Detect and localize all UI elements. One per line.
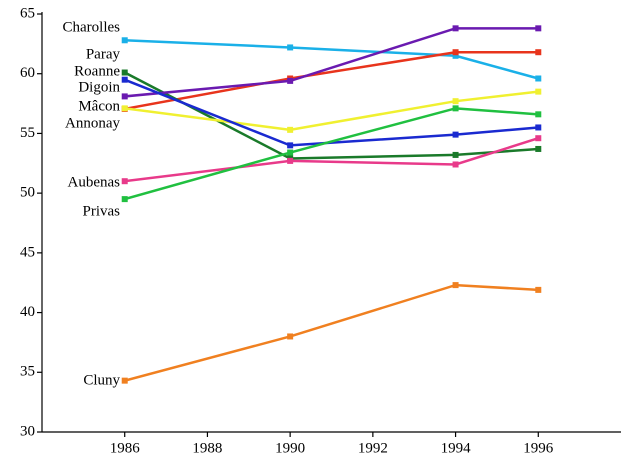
point: [287, 77, 294, 84]
point: [452, 98, 459, 105]
series-label: Aubenas: [68, 174, 121, 190]
point: [535, 145, 542, 152]
x-tick-label: 1986: [110, 440, 141, 456]
point: [287, 157, 294, 164]
point: [452, 131, 459, 138]
series-label: Mâcon: [78, 98, 120, 114]
series-label: Paray: [86, 46, 121, 62]
y-tick-label: 50: [20, 185, 35, 201]
point: [535, 111, 542, 118]
series-label: Roanne: [74, 63, 120, 79]
point: [452, 161, 459, 168]
point: [535, 88, 542, 95]
x-tick-label: 1988: [192, 440, 222, 456]
point: [452, 49, 459, 56]
y-tick-label: 30: [20, 423, 35, 439]
point: [121, 69, 128, 76]
series-line: [124, 90, 539, 132]
point: [535, 286, 542, 293]
x-tick-label: 1996: [523, 440, 554, 456]
series-label: Annonay: [65, 115, 120, 131]
point: [452, 105, 459, 112]
point: [287, 149, 294, 156]
series-line: [124, 107, 539, 201]
series-line: [124, 39, 539, 80]
point: [121, 105, 128, 112]
x-tick-label: 1992: [358, 440, 388, 456]
y-tick-label: 35: [20, 364, 35, 380]
point: [535, 135, 542, 142]
series-label: Charolles: [63, 19, 121, 35]
point: [121, 93, 128, 100]
series-line: [124, 50, 539, 111]
x-tick-label: 1994: [441, 440, 472, 456]
point: [535, 25, 542, 32]
point: [121, 196, 128, 203]
point: [287, 142, 294, 149]
point: [287, 44, 294, 51]
point: [452, 52, 459, 59]
y-tick-label: 60: [20, 65, 35, 81]
point: [535, 124, 542, 131]
series-label: Cluny: [83, 372, 120, 388]
y-tick-label: 55: [20, 125, 35, 141]
y-tick-label: 65: [20, 5, 35, 21]
point: [452, 151, 459, 158]
point: [287, 333, 294, 340]
point: [287, 126, 294, 133]
series-line: [124, 137, 539, 183]
point: [121, 377, 128, 384]
point: [121, 37, 128, 44]
point: [452, 25, 459, 32]
x-tick-label: 1990: [275, 440, 305, 456]
series-label: Digoin: [78, 79, 120, 95]
point: [535, 75, 542, 82]
point: [121, 76, 128, 83]
series-line: [124, 78, 539, 147]
point: [121, 178, 128, 185]
series-line: [124, 283, 539, 382]
y-tick-label: 40: [20, 304, 35, 320]
series-line: [124, 27, 539, 98]
point: [452, 282, 459, 289]
point: [535, 49, 542, 56]
series-label: Privas: [83, 203, 121, 219]
y-tick-label: 45: [20, 244, 35, 260]
